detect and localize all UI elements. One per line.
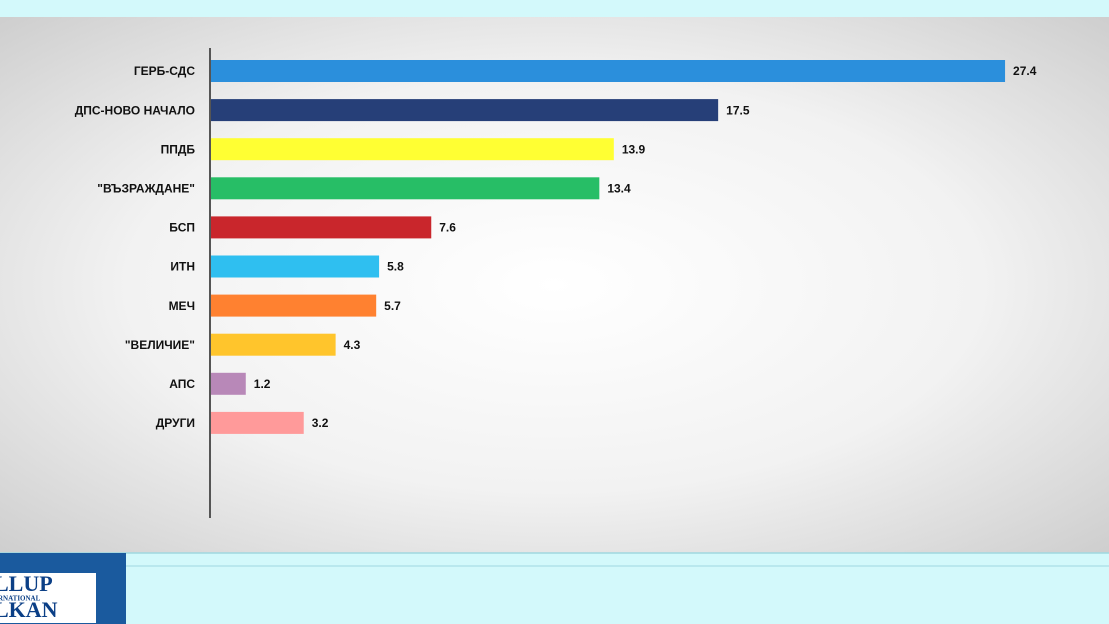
value-label: 4.3	[344, 338, 361, 352]
category-label: ГЕРБ-СДС	[134, 64, 195, 78]
bar	[211, 60, 1006, 82]
category-label: МЕЧ	[169, 299, 195, 313]
bar	[211, 333, 336, 356]
bar	[211, 372, 246, 395]
bar	[211, 294, 377, 317]
top-band	[0, 0, 1109, 17]
logo-inner	[0, 573, 96, 623]
logo-text: RNATIONAL	[0, 595, 41, 603]
value-label: 7.6	[439, 221, 456, 235]
category-label: ИТН	[170, 260, 195, 274]
category-label: ДПС-НОВО НАЧАЛО	[75, 103, 195, 117]
value-label: 5.8	[387, 260, 404, 274]
bar	[211, 216, 432, 239]
chart-panel	[0, 17, 1109, 553]
category-label: БСП	[169, 221, 195, 235]
value-label: 13.4	[607, 181, 631, 195]
bar	[211, 411, 304, 434]
logo-text: LLUP	[0, 571, 53, 596]
category-label: АПС	[169, 377, 195, 391]
category-label: "ВЕЛИЧИЕ"	[125, 338, 195, 352]
value-label: 3.2	[312, 416, 329, 430]
category-label: "ВЪЗРАЖДАНЕ"	[97, 181, 195, 195]
value-label: 1.2	[254, 377, 271, 391]
value-label: 5.7	[384, 299, 401, 313]
bar	[211, 99, 719, 122]
value-label: 17.5	[726, 103, 750, 117]
bar	[211, 138, 614, 161]
bar	[211, 255, 380, 278]
category-label: ППДБ	[161, 142, 196, 156]
logo-text: LKAN	[0, 597, 58, 622]
value-label: 13.9	[622, 142, 646, 156]
value-label: 27.4	[1013, 64, 1037, 78]
category-label: ДРУГИ	[156, 416, 195, 430]
bar	[211, 177, 600, 200]
